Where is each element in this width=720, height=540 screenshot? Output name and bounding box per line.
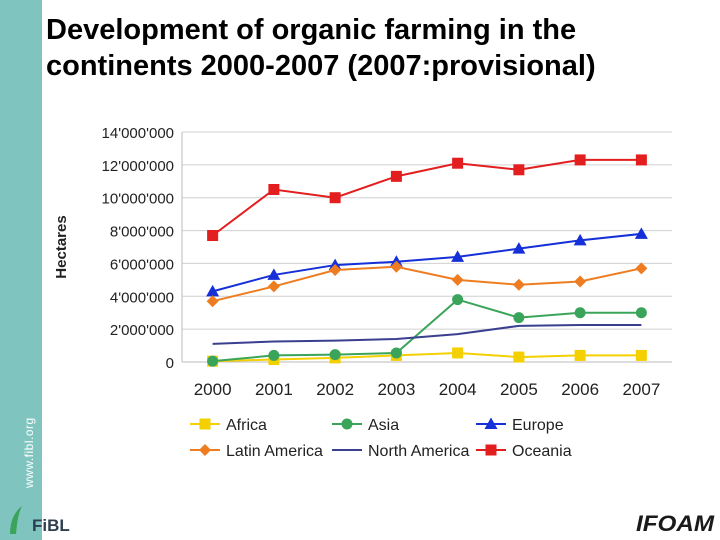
- y-tick-label: 4'000'000: [110, 289, 174, 306]
- legend-marker-europe: [484, 417, 498, 429]
- y-tick-label: 8'000'000: [110, 224, 174, 241]
- x-tick-label: 2004: [439, 380, 477, 399]
- page-title: Development of organic farming in the co…: [46, 12, 706, 84]
- y-tick-label: 12'000'000: [102, 158, 174, 175]
- legend-label-asia: Asia: [368, 417, 399, 434]
- data-point-asia: [268, 349, 280, 361]
- fibl-logo-text: FiBL: [32, 516, 70, 535]
- ifoam-logo-text: IFOAM: [636, 511, 715, 536]
- data-point-asia: [513, 312, 525, 324]
- legend-marker-africa: [199, 418, 211, 430]
- x-tick-label: 2000: [194, 380, 232, 399]
- series-line-latin-america: [212, 265, 642, 303]
- x-tick-label: 2005: [500, 380, 538, 399]
- data-point-oceania: [452, 157, 464, 169]
- title-line-2: continents 2000-2007 (2007:provisional): [46, 50, 596, 82]
- data-point-europe: [267, 268, 281, 280]
- data-point-europe: [634, 227, 648, 239]
- series-line-north-america: [212, 324, 642, 345]
- data-point-africa: [574, 349, 586, 361]
- ifoam-logo: IFOAM: [636, 511, 715, 536]
- data-point-asia: [452, 294, 464, 306]
- legend-label-africa: Africa: [226, 417, 267, 434]
- data-point-europe: [512, 242, 526, 254]
- data-point-latin-america: [635, 262, 648, 275]
- x-tick-label: 2007: [622, 380, 660, 399]
- data-point-oceania: [635, 154, 647, 166]
- x-tick-label: 2001: [255, 380, 293, 399]
- y-tick-label: 14'000'000: [102, 125, 174, 142]
- data-point-oceania: [390, 170, 402, 182]
- series-line-africa: [212, 351, 642, 363]
- y-axis-label: Hectares: [53, 215, 70, 278]
- legend-label-north-america: North America: [368, 443, 469, 460]
- series-line-europe: [212, 232, 642, 293]
- legend-label-oceania: Oceania: [512, 443, 572, 460]
- data-point-latin-america: [574, 275, 587, 288]
- data-point-europe: [206, 284, 220, 297]
- legend-marker-oceania: [485, 444, 497, 456]
- fibl-logo: FiBL: [10, 506, 70, 535]
- data-point-europe: [573, 233, 587, 246]
- legend-label-europe: Europe: [512, 417, 564, 434]
- data-point-europe: [451, 250, 465, 262]
- legend-label-latin-america: Latin America: [226, 443, 323, 460]
- x-tick-label: 2002: [316, 380, 354, 399]
- data-point-africa: [452, 347, 464, 359]
- data-point-oceania: [207, 230, 219, 241]
- data-point-asia: [635, 307, 647, 319]
- data-point-oceania: [268, 184, 280, 195]
- data-point-asia: [329, 349, 341, 361]
- line-chart: 0 2'000'000 4'000'000 6'000'000 8'000'000 10'…: [53, 125, 672, 460]
- data-point-africa: [513, 351, 525, 363]
- data-point-latin-america: [390, 260, 403, 273]
- y-tick-label: 2'000'000: [110, 322, 174, 339]
- data-point-oceania: [329, 192, 341, 204]
- website-url: www.fibl.org: [22, 417, 36, 488]
- legend-marker-asia: [341, 418, 353, 430]
- title-line-1: Development of organic farming in the: [46, 14, 577, 46]
- data-point-asia: [390, 347, 402, 359]
- data-point-asia: [574, 307, 586, 319]
- y-tick-label: 10'000'000: [102, 191, 174, 208]
- series-line-asia: [212, 298, 642, 363]
- y-tick-label: 6'000'000: [110, 256, 174, 273]
- data-point-latin-america: [267, 280, 280, 293]
- series-line-oceania: [212, 158, 642, 237]
- data-point-asia: [207, 355, 219, 367]
- sidebar-band: www.fibl.org: [0, 0, 42, 540]
- data-point-africa: [635, 349, 647, 361]
- data-point-latin-america: [206, 295, 219, 308]
- x-tick-label: 2006: [561, 380, 599, 399]
- data-point-latin-america: [451, 273, 464, 286]
- legend-marker-latin-america: [199, 444, 211, 456]
- data-point-oceania: [574, 154, 586, 166]
- data-point-oceania: [513, 164, 525, 176]
- data-point-latin-america: [512, 278, 525, 291]
- y-tick-label: 0: [166, 355, 174, 372]
- x-tick-label: 2003: [377, 380, 415, 399]
- data-point-latin-america: [329, 264, 342, 276]
